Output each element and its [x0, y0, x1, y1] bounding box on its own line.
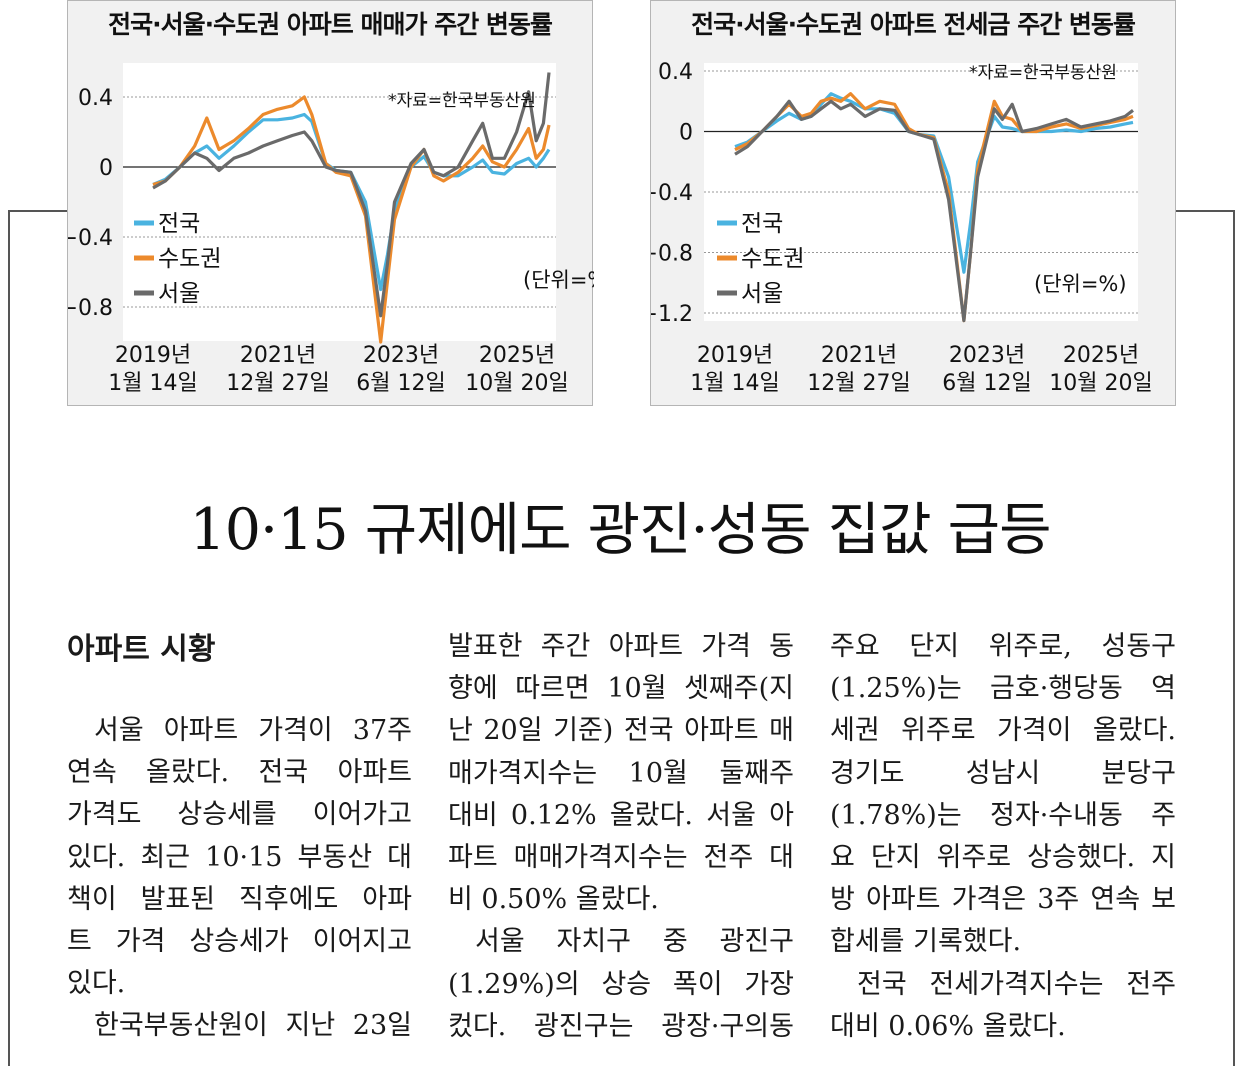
x-tick-date: 12월 27일 — [807, 371, 910, 396]
y-tick-label: −0.4 — [651, 181, 693, 206]
legend-label: 전국 — [158, 211, 200, 237]
legend-label: 서울 — [158, 281, 200, 307]
section-heading: 아파트 시황 — [67, 632, 216, 667]
x-tick-year: 2019년 — [697, 343, 773, 368]
source-note: *자료=한국부동산원 — [969, 63, 1117, 83]
article-line: 가격도 상승세를 이어가고 — [67, 799, 412, 831]
article-line: 난 20일 기준) 전국 아파트 매 — [448, 715, 794, 747]
legend-label: 서울 — [741, 281, 783, 307]
plot-area — [123, 63, 556, 341]
unit-note: (단위=%) — [1034, 272, 1127, 296]
series-line-전국 — [152, 112, 551, 292]
source-note: *자료=한국부동산원 — [388, 91, 536, 111]
y-tick-label: 0.4 — [78, 86, 113, 111]
x-tick-date: 12월 27일 — [226, 371, 329, 396]
x-tick-date: 6월 12일 — [356, 371, 445, 396]
x-tick-date: 1월 14일 — [108, 371, 197, 396]
article-line: 합세를 기록했다. — [830, 926, 1022, 958]
article-line: (1.78%)는 정자·수내동 주 — [830, 799, 1176, 831]
jeonse-chart: 전국·서울·수도권 아파트 전세금 주간 변동률 0.4 0 −0.4 −0.8 −1.… — [650, 0, 1176, 406]
y-tick-label: −0.4 — [68, 226, 113, 251]
x-tick-date: 10월 20일 — [1049, 371, 1152, 396]
article-line: 있다. — [67, 968, 126, 1000]
article-line: (1.25%)는 금호·행당동 역 — [830, 673, 1176, 705]
x-tick-date: 10월 20일 — [465, 371, 568, 396]
x-tick-year: 2021년 — [821, 343, 897, 368]
chart-title: 전국·서울·수도권 아파트 전세금 주간 변동률 — [691, 10, 1136, 39]
article-line: 방 아파트 가격은 3주 연속 보 — [830, 884, 1176, 916]
sale-price-chart: 전국·서울·수도권 아파트 매매가 주간 변동률 0.4 0 −0.4 −0.8 *자료… — [67, 0, 594, 406]
headline: 10·15 규제에도 광진·성동 집값 급등 — [189, 497, 1051, 563]
legend-label: 전국 — [741, 211, 783, 237]
y-tick-label: 0 — [679, 121, 693, 146]
article-line: 발표한 주간 아파트 가격 동 — [448, 631, 794, 662]
article-line: (1.29%)의 상승 폭이 가장 — [448, 968, 794, 1000]
x-tick-year: 2025년 — [1063, 343, 1139, 368]
x-tick-date: 6월 12일 — [942, 371, 1031, 396]
article-line: 경기도 성남시 분당구 — [830, 757, 1176, 789]
legend-label: 수도권 — [741, 246, 804, 272]
article-line: 연속 올랐다. 전국 아파트 — [67, 757, 412, 789]
y-tick-label: 0 — [99, 156, 113, 181]
series-line-서울 — [734, 99, 1134, 323]
article-line: 책이 발표된 직후에도 아파 — [67, 883, 412, 915]
article-line: 향에 따르면 10월 셋째주(지 — [448, 673, 794, 705]
article-line: 전국 전세가격지수는 전주 — [857, 968, 1176, 1000]
series-line-수도권 — [152, 95, 551, 344]
x-tick-year: 2023년 — [949, 343, 1025, 368]
article-line: 서울 자치구 중 광진구 — [475, 926, 794, 958]
x-tick-year: 2019년 — [115, 343, 191, 368]
article-line: 있다. 최근 10·15 부동산 대 — [67, 841, 412, 873]
frame-line-left — [8, 210, 10, 1066]
x-tick-year: 2023년 — [363, 343, 439, 368]
y-tick-label: 0.4 — [658, 60, 693, 85]
unit-note: (단위=%) — [523, 268, 594, 292]
y-tick-label: −1.2 — [651, 302, 693, 327]
x-tick-year: 2021년 — [240, 343, 316, 368]
article-line: 대비 0.12% 올랐다. 서울 아 — [448, 799, 794, 831]
article-line: 파트 매매가격지수는 전주 대 — [448, 841, 794, 873]
article-line: 한국부동산원이 지난 23일 — [94, 1010, 412, 1042]
x-tick-date: 1월 14일 — [690, 371, 779, 396]
series-line-서울 — [152, 72, 551, 318]
y-tick-label: −0.8 — [651, 242, 693, 267]
article-line: 트 가격 상승세가 이어지고 — [67, 925, 412, 957]
article-line: 주요 단지 위주로, 성동구 — [830, 631, 1176, 662]
article-line: 세권 위주로 가격이 올랐다. — [830, 715, 1176, 747]
article-line: 비 0.50% 올랐다. — [448, 884, 659, 916]
article-line: 매가격지수는 10월 둘째주 — [448, 757, 794, 789]
article-line: 대비 0.06% 올랐다. — [830, 1010, 1066, 1042]
frame-line-right — [1233, 210, 1235, 1066]
article-line: 서울 아파트 가격이 37주 — [94, 715, 412, 746]
article-line: 컸다. 광진구는 광장·구의동 — [448, 1010, 794, 1042]
chart-title: 전국·서울·수도권 아파트 매매가 주간 변동률 — [108, 10, 553, 39]
legend-label: 수도권 — [158, 246, 221, 272]
y-tick-label: −0.8 — [68, 296, 113, 321]
article-line: 요 단지 위주로 상승했다. 지 — [830, 841, 1176, 873]
frame-line-left-top — [8, 210, 67, 212]
frame-line-right-top — [1176, 210, 1235, 212]
x-tick-year: 2025년 — [479, 343, 555, 368]
